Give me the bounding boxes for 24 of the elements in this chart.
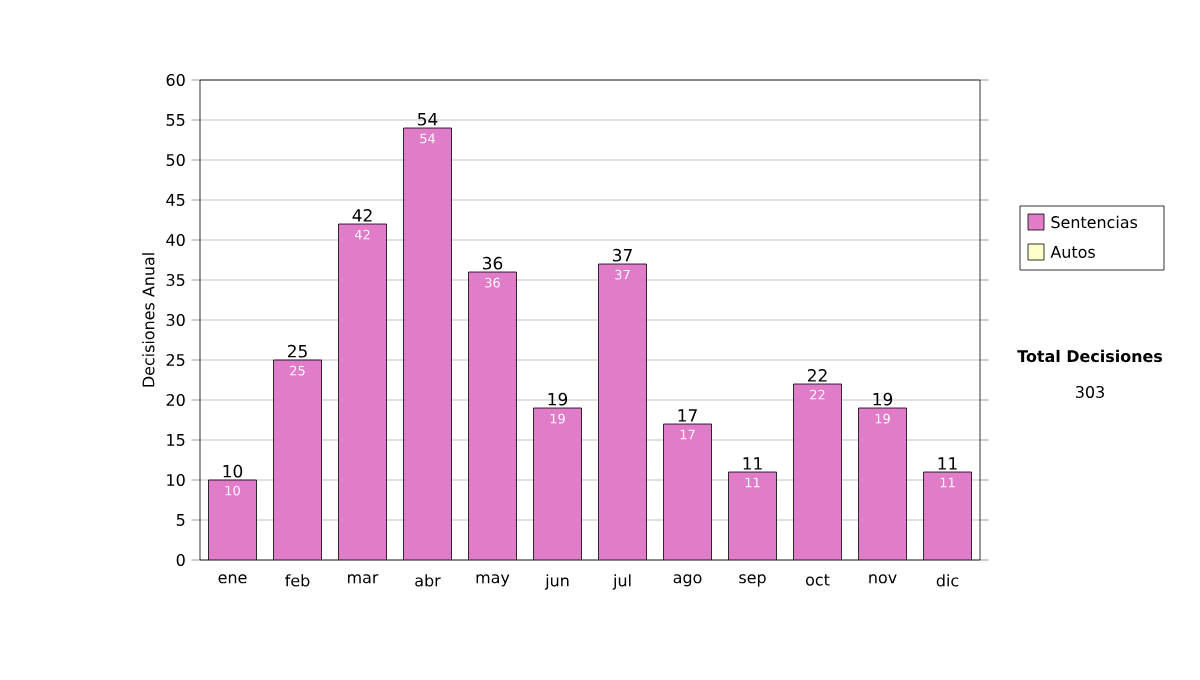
total-label: 10	[223, 464, 243, 478]
bar	[468, 272, 517, 560]
total-label: 36	[483, 256, 503, 270]
bar	[338, 224, 387, 560]
bar	[403, 128, 452, 560]
total-label: 17	[678, 409, 697, 422]
total-label: 19	[548, 392, 568, 406]
bar	[533, 408, 582, 560]
bar	[663, 424, 712, 560]
total-label: 25	[287, 344, 307, 358]
bar	[858, 408, 907, 560]
total-label: 42	[352, 209, 372, 222]
bar	[923, 471, 972, 560]
bar	[728, 472, 777, 560]
bar	[793, 384, 842, 560]
bar	[598, 264, 647, 560]
total-label: 11	[743, 457, 762, 470]
total-label: 54	[418, 113, 438, 126]
total-label: 22	[807, 369, 827, 382]
total-label: 19	[873, 392, 893, 406]
total-label: 11	[938, 457, 957, 470]
bar	[273, 360, 322, 560]
bar	[208, 480, 257, 560]
total-label: 37	[613, 248, 632, 262]
